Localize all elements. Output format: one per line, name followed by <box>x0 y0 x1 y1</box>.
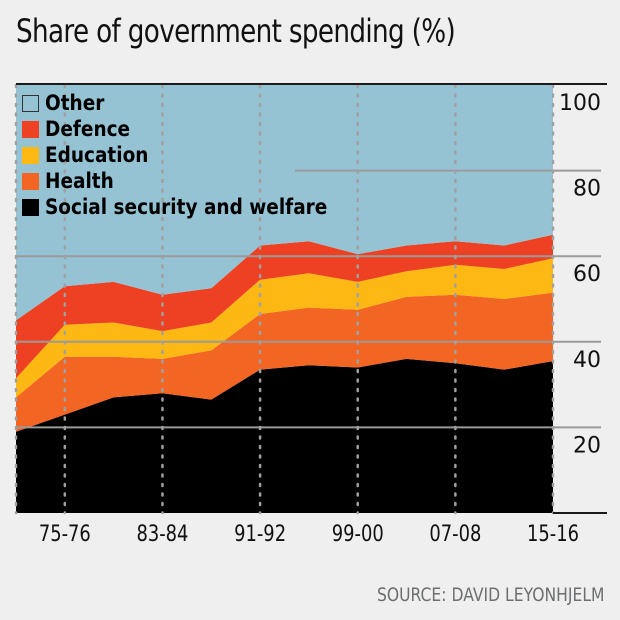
legend-item-education: Education <box>22 142 366 168</box>
legend-item-health: Health <box>22 168 366 194</box>
y-tick-label: 40 <box>573 348 601 373</box>
legend-label: Social security and welfare <box>45 195 328 219</box>
x-tick-label: 83-84 <box>136 522 188 547</box>
legend-swatch-health <box>22 172 39 190</box>
chart-title: Share of government spending (%) <box>16 12 456 50</box>
stacked-areas <box>16 85 553 513</box>
legend-swatch-defence <box>22 120 39 138</box>
area-health <box>16 292 553 432</box>
legend-label: Health <box>45 169 114 193</box>
y-tick-label: 20 <box>573 433 601 458</box>
area-other <box>16 85 553 321</box>
area-defence <box>16 234 553 379</box>
legend: Other Defence Education Health Social se… <box>22 90 366 220</box>
area-social-security-and-welfare <box>16 358 553 513</box>
legend-label: Other <box>45 91 105 115</box>
x-tick-label: 75-76 <box>39 522 91 547</box>
legend-item-welfare: Social security and welfare <box>22 194 366 220</box>
x-axis-ticks: 75-76 83-84 91-92 99-00 07-08 15-16 <box>39 522 579 547</box>
x-tick-label: 91-92 <box>234 522 286 547</box>
legend-label: Defence <box>45 117 131 141</box>
y-axis-ticks: 20 40 60 80 100 <box>559 91 601 458</box>
x-tick-label: 07-08 <box>429 522 481 547</box>
x-tick-label: 15-16 <box>527 522 579 547</box>
legend-swatch-education <box>22 146 39 164</box>
x-tick-label: 99-00 <box>332 522 384 547</box>
legend-item-other: Other <box>22 90 366 116</box>
legend-label: Education <box>45 143 149 167</box>
source-note: SOURCE: DAVID LEYONHJELM <box>376 584 604 606</box>
legend-swatch-other <box>22 94 39 112</box>
area-education <box>16 258 553 398</box>
y-tick-label: 100 <box>559 91 601 116</box>
y-tick-label: 80 <box>573 177 601 202</box>
gridlines <box>16 169 601 429</box>
y-tick-label: 60 <box>573 262 601 287</box>
legend-swatch-welfare <box>22 198 39 216</box>
legend-item-defence: Defence <box>22 116 366 142</box>
